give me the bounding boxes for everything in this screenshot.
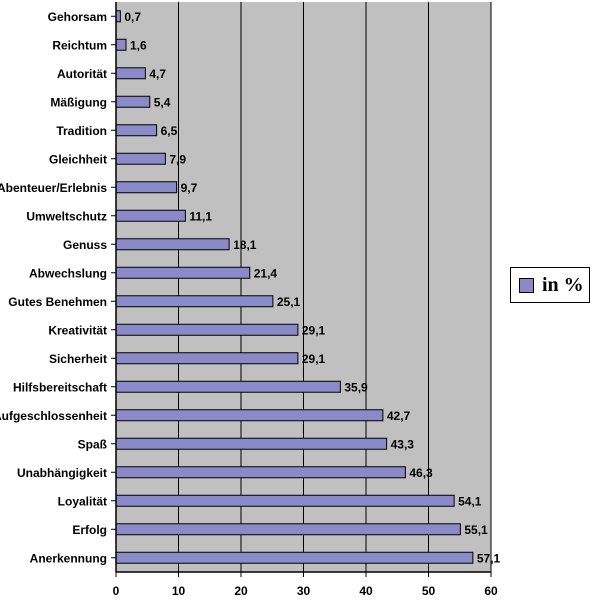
category-label: Gutes Benehmen [8,295,107,309]
bar [115,67,146,80]
data-label: 42,7 [387,409,411,423]
data-label: 46,3 [409,466,433,480]
category-label: Umweltschutz [26,209,107,223]
x-tick-label: 50 [422,584,436,598]
bar [115,209,186,222]
category-label: Sicherheit [49,352,107,366]
bar [115,323,299,336]
category-labels: Gehorsam Reichtum Autorität Mäßigung Traditi… [0,10,116,565]
x-tick-label: 30 [297,584,311,598]
bar [115,466,406,479]
x-tick-label: 0 [113,584,120,598]
bar [115,437,388,450]
x-tick-label: 40 [359,584,373,598]
data-label: 43,3 [391,437,415,451]
bar [115,295,274,308]
category-label: Erfolg [72,523,107,537]
category-label: Tradition [56,124,107,138]
value-labels: 0,71,64,75,46,57,99,711,118,121,425,129,… [124,10,500,566]
bar [115,523,461,536]
category-label: Genuss [63,238,107,252]
category-label: Hilfsbereitschaft [13,380,107,394]
category-label: Reichtum [52,38,107,52]
bar [115,152,166,165]
category-label: Abenteuer/Erlebnis [0,181,107,195]
bar [115,409,384,422]
category-label: Anerkennung [30,551,107,565]
category-label: Gleichheit [49,152,107,166]
bar [115,181,178,194]
category-label: Gehorsam [48,10,107,24]
bar [115,266,251,279]
category-label: Spaß [78,437,107,451]
grid-lines [178,2,492,572]
legend-swatch [519,277,534,293]
category-label: Autorität [57,67,107,81]
category-label: Aufgeschlossenheit [0,409,107,423]
data-label: 25,1 [277,295,301,309]
legend-label: in % [542,273,584,296]
bar [115,95,151,108]
x-tick-label: 20 [234,584,248,598]
data-label: 4,7 [149,67,166,81]
data-label: 57,1 [477,551,501,565]
data-label: 29,1 [302,352,326,366]
data-label: 1,6 [130,38,147,52]
data-label: 11,1 [189,209,212,223]
x-tick-label: 60 [484,584,498,598]
legend: in % [510,267,590,303]
bar [115,38,127,51]
data-label: 9,7 [181,181,198,195]
x-tick-label: 10 [172,584,186,598]
data-label: 18,1 [233,238,257,252]
data-label: 21,4 [254,266,278,280]
category-label: Kreativität [48,323,107,337]
bar [115,124,158,137]
bar [115,551,474,564]
bar [115,352,299,365]
data-label: 0,7 [124,10,141,24]
bar [115,380,341,393]
bar [115,238,230,251]
data-label: 5,4 [154,95,171,109]
category-label: Abwechslung [29,266,107,280]
data-label: 6,5 [161,124,178,138]
data-label: 29,1 [302,323,326,337]
category-label: Unabhängigkeit [17,466,107,480]
data-label: 7,9 [169,152,186,166]
bar [115,494,455,507]
data-label: 54,1 [458,494,482,508]
data-label: 35,9 [344,380,368,394]
data-label: 55,1 [464,523,488,537]
x-axis: 0 10 20 30 40 50 60 [113,2,498,598]
category-label: Loyalität [58,494,107,508]
category-label: Mäßigung [50,95,107,109]
